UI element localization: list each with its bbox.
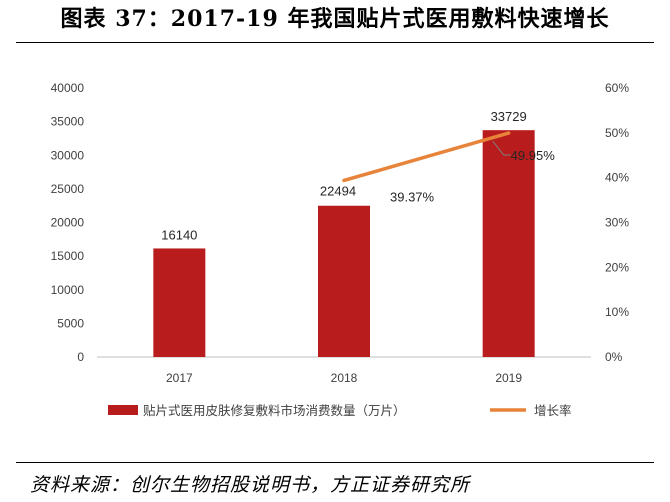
y-left-tick-label: 40000 xyxy=(51,81,85,95)
combo-chart: 0 5000 10000 15000 20000 25000 30000 35000 40000… xyxy=(51,81,630,418)
y-right-tick-label: 30% xyxy=(605,216,629,230)
y-right-tick-label: 20% xyxy=(605,260,629,274)
bottom-rule xyxy=(16,462,654,463)
y-left-tick-label: 10000 xyxy=(51,283,85,297)
x-tick-label: 2017 xyxy=(166,371,193,385)
y-left-tick-label: 20000 xyxy=(51,216,85,230)
bar xyxy=(482,130,535,357)
bar-value-label: 16140 xyxy=(161,227,197,242)
line-value-label: 49.95% xyxy=(511,148,556,163)
growth-rate-line xyxy=(342,131,511,183)
bar xyxy=(318,205,370,357)
bar xyxy=(153,248,206,357)
x-tick-label: 2018 xyxy=(331,371,358,385)
y-right-tick-label: 60% xyxy=(605,81,629,95)
y-right-tick-label: 50% xyxy=(605,126,629,140)
y-left-tick-label: 5000 xyxy=(57,316,84,330)
y-right-tick-label: 40% xyxy=(605,171,629,185)
y-left-tick-label: 25000 xyxy=(51,182,85,196)
y-left-tick-label: 30000 xyxy=(51,148,85,162)
bar-value-label: 33729 xyxy=(491,109,527,124)
line-value-label: 39.37% xyxy=(390,189,435,204)
data-label-leader-line xyxy=(492,140,511,156)
legend-bar-swatch xyxy=(108,405,138,415)
source-note: 资料来源：创尔生物招股说明书，方正证券研究所 xyxy=(30,474,471,496)
legend-line-label: 增长率 xyxy=(534,403,572,418)
y-right-tick-label: 0% xyxy=(605,350,623,364)
x-tick-label: 2019 xyxy=(495,371,522,385)
top-rule xyxy=(16,42,654,43)
y-left-tick-label: 35000 xyxy=(51,115,85,129)
legend-bar-label: 贴片式医用皮肤修复敷料市场消费数量（万片） xyxy=(143,403,406,418)
y-left-tick-label: 0 xyxy=(77,350,84,364)
y-left-tick-label: 15000 xyxy=(51,249,85,263)
figure-title: 图表 37：2017-19 年我国贴片式医用敷料快速增长 xyxy=(60,6,610,32)
y-right-tick-label: 10% xyxy=(605,305,629,319)
bar-value-label: 22494 xyxy=(320,184,356,199)
